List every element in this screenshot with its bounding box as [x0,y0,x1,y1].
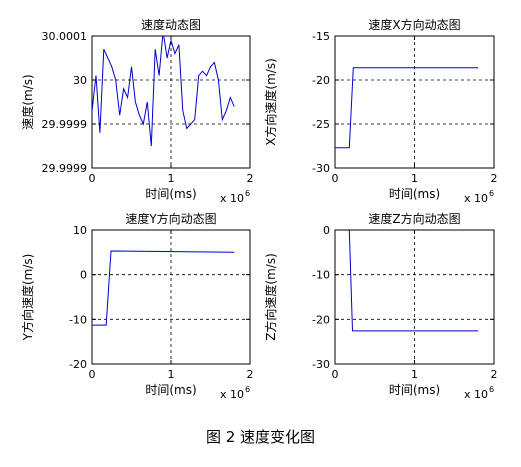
y-tick-label: 0 [80,269,87,282]
y-tick-label: 30 [73,74,87,87]
y-tick-label: -20 [312,74,330,87]
y-tick-label: -15 [312,30,330,43]
subplot-title: 速度Z方向动态图 [368,211,460,226]
subplot-title: 速度Y方向动态图 [125,211,216,226]
x-axis-exponent: x 106 [220,189,250,205]
x-tick-label: 1 [168,172,175,185]
y-axis-label: 速度(m/s) [20,74,35,129]
x-tick-label: 0 [332,172,339,185]
y-tick-label: -30 [312,162,330,175]
x-axis-label: 时间(ms) [145,187,196,201]
x-tick-label: 1 [411,368,418,381]
x-axis-exponent: x 106 [220,385,250,401]
x-axis-exponent: x 106 [464,189,494,205]
x-tick-label: 1 [168,368,175,381]
y-axis-label: Y方向速度(m/s) [20,254,35,342]
x-tick-label: 2 [491,172,498,185]
x-tick-label: 1 [411,172,418,185]
y-tick-label: -20 [312,313,330,326]
series-line [335,67,479,149]
x-tick-label: 2 [247,368,254,381]
x-tick-label: 2 [491,368,498,381]
y-tick-label: 0 [323,224,330,237]
series-line [92,250,235,326]
x-axis-label: 时间(ms) [389,383,440,397]
series-line [92,36,235,147]
y-tick-label: -25 [312,118,330,131]
x-tick-label: 2 [247,172,254,185]
x-axis-label: 时间(ms) [145,383,196,397]
y-tick-label: -30 [312,358,330,371]
figure-caption: 图 2 速度变化图 [205,428,316,446]
y-tick-label: 10 [73,224,87,237]
y-tick-label: -20 [69,358,87,371]
series-line [348,230,479,332]
x-tick-label: 0 [332,368,339,381]
x-tick-label: 0 [89,172,96,185]
y-tick-label: 29.9999 [42,118,88,131]
x-tick-label: 0 [89,368,96,381]
y-tick-label: -10 [312,269,330,282]
y-tick-label: -10 [69,313,87,326]
subplot-title: 速度X方向动态图 [368,17,460,32]
y-tick-label: 29.9999 [42,162,88,175]
subplot-title: 速度动态图 [141,17,201,32]
y-axis-label: Z方向速度(m/s) [263,253,278,341]
x-axis-label: 时间(ms) [389,187,440,201]
y-tick-label: 30.0001 [42,30,88,43]
y-axis-label: X方向速度(m/s) [263,58,278,146]
x-axis-exponent: x 106 [464,385,494,401]
